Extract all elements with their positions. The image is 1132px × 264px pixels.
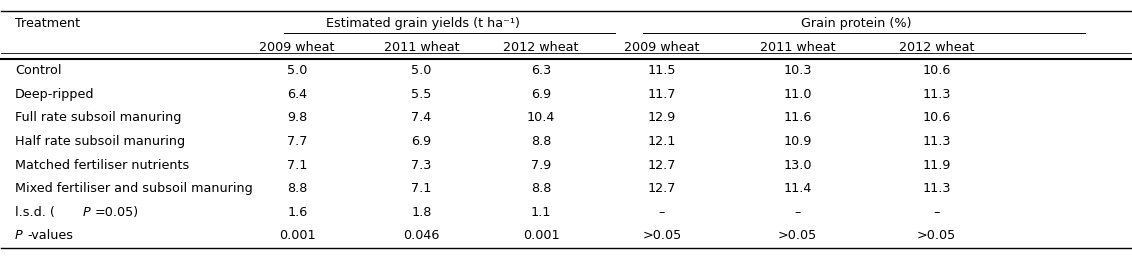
Text: 6.3: 6.3 [531,64,551,77]
Text: 12.7: 12.7 [648,182,676,195]
Text: Half rate subsoil manuring: Half rate subsoil manuring [15,135,185,148]
Text: 13.0: 13.0 [783,159,812,172]
Text: Mixed fertiliser and subsoil manuring: Mixed fertiliser and subsoil manuring [15,182,252,195]
Text: 9.8: 9.8 [288,111,308,124]
Text: 6.9: 6.9 [411,135,431,148]
Text: 2011 wheat: 2011 wheat [760,41,835,54]
Text: 8.8: 8.8 [531,135,551,148]
Text: -values: -values [27,229,74,242]
Text: 5.0: 5.0 [288,64,308,77]
Text: 7.4: 7.4 [411,111,431,124]
Text: 1.6: 1.6 [288,206,308,219]
Text: 2012 wheat: 2012 wheat [504,41,578,54]
Text: 5.5: 5.5 [411,88,431,101]
Text: 12.9: 12.9 [648,111,676,124]
Text: 11.7: 11.7 [648,88,676,101]
Text: 10.9: 10.9 [783,135,812,148]
Text: 2009 wheat: 2009 wheat [259,41,335,54]
Text: l.s.d. (: l.s.d. ( [15,206,54,219]
Text: >0.05: >0.05 [778,229,817,242]
Text: 7.1: 7.1 [411,182,431,195]
Text: Deep-ripped: Deep-ripped [15,88,94,101]
Text: Estimated grain yields (t ha⁻¹): Estimated grain yields (t ha⁻¹) [326,17,520,30]
Text: 6.9: 6.9 [531,88,551,101]
Text: Matched fertiliser nutrients: Matched fertiliser nutrients [15,159,189,172]
Text: 7.1: 7.1 [288,159,308,172]
Text: 7.9: 7.9 [531,159,551,172]
Text: 12.1: 12.1 [648,135,676,148]
Text: 0.001: 0.001 [523,229,559,242]
Text: 12.7: 12.7 [648,159,676,172]
Text: 1.8: 1.8 [411,206,431,219]
Text: 10.6: 10.6 [923,111,951,124]
Text: 10.6: 10.6 [923,64,951,77]
Text: >0.05: >0.05 [917,229,957,242]
Text: P: P [15,229,23,242]
Text: 7.7: 7.7 [288,135,308,148]
Text: 10.4: 10.4 [528,111,556,124]
Text: 11.4: 11.4 [783,182,812,195]
Text: Grain protein (%): Grain protein (%) [801,17,911,30]
Text: 0.001: 0.001 [278,229,316,242]
Text: 2009 wheat: 2009 wheat [624,41,700,54]
Text: 11.5: 11.5 [648,64,676,77]
Text: –: – [659,206,666,219]
Text: 6.4: 6.4 [288,88,307,101]
Text: Full rate subsoil manuring: Full rate subsoil manuring [15,111,181,124]
Text: 11.3: 11.3 [923,182,951,195]
Text: –: – [795,206,800,219]
Text: P: P [83,206,91,219]
Text: 10.3: 10.3 [783,64,812,77]
Text: 1.1: 1.1 [531,206,551,219]
Text: –: – [933,206,940,219]
Text: 11.6: 11.6 [783,111,812,124]
Text: 8.8: 8.8 [531,182,551,195]
Text: 2011 wheat: 2011 wheat [384,41,460,54]
Text: 11.0: 11.0 [783,88,812,101]
Text: 0.046: 0.046 [403,229,439,242]
Text: >0.05: >0.05 [642,229,681,242]
Text: 5.0: 5.0 [411,64,431,77]
Text: 8.8: 8.8 [288,182,308,195]
Text: 2012 wheat: 2012 wheat [899,41,975,54]
Text: Treatment: Treatment [15,17,80,30]
Text: =0.05): =0.05) [95,206,139,219]
Text: 11.3: 11.3 [923,88,951,101]
Text: 11.9: 11.9 [923,159,951,172]
Text: 7.3: 7.3 [411,159,431,172]
Text: Control: Control [15,64,61,77]
Text: 11.3: 11.3 [923,135,951,148]
